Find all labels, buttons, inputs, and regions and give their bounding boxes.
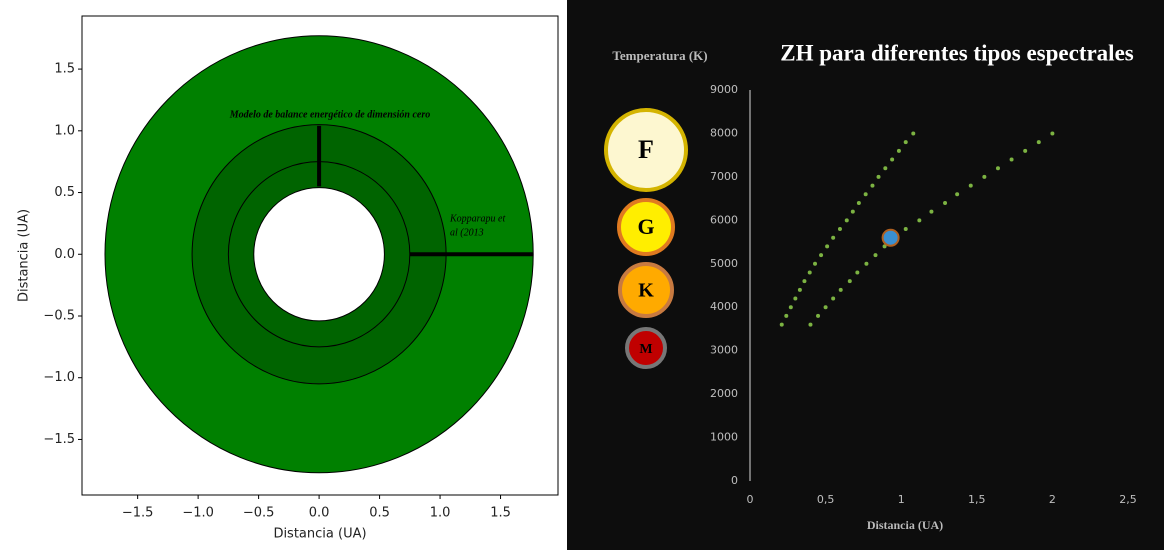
y-tick-label: 1.5	[54, 62, 75, 77]
annotation: al (2013	[450, 227, 484, 238]
point	[780, 323, 784, 327]
point	[813, 262, 817, 266]
point	[897, 149, 901, 153]
x-tick-label: 2	[1049, 493, 1056, 506]
x-tick-label: 0	[747, 493, 754, 506]
x-axis-label: Distancia (UA)	[867, 518, 943, 532]
point	[877, 175, 881, 179]
point	[798, 288, 802, 292]
chart-title: ZH para diferentes tipos espectrales	[780, 40, 1134, 65]
y-tick-label: 7000	[710, 170, 738, 183]
point	[969, 184, 973, 188]
x-tick-label: 2,5	[1119, 493, 1137, 506]
point	[831, 236, 835, 240]
y-tick-label: 8000	[710, 126, 738, 139]
x-tick-label: 1,5	[968, 493, 986, 506]
annotation: Kopparapu et	[449, 213, 506, 224]
y-tick-label: 1.0	[54, 123, 75, 138]
point	[838, 227, 842, 231]
point	[819, 253, 823, 257]
point	[784, 314, 788, 318]
point	[789, 305, 793, 309]
point	[802, 279, 806, 283]
point	[911, 131, 915, 135]
y-tick-label: 3000	[710, 344, 738, 357]
point	[855, 270, 859, 274]
y-axis-label: Distancia (UA)	[17, 209, 32, 302]
point	[825, 244, 829, 248]
point	[839, 288, 843, 292]
y-tick-label: 4000	[710, 300, 738, 313]
point	[873, 253, 877, 257]
y-tick-label: 0	[731, 474, 738, 487]
point	[845, 218, 849, 222]
x-tick-label: 0.0	[309, 506, 330, 521]
x-tick-label: 0.5	[369, 506, 390, 521]
y-tick-label: −1.0	[43, 370, 75, 385]
earth-marker	[883, 230, 899, 246]
point	[996, 166, 1000, 170]
point	[1023, 149, 1027, 153]
point	[816, 314, 820, 318]
point	[870, 184, 874, 188]
y-tick-label: −1.5	[43, 432, 75, 447]
x-tick-label: −1.5	[122, 506, 154, 521]
point	[904, 140, 908, 144]
x-tick-label: 1.5	[490, 506, 511, 521]
ring	[254, 188, 385, 321]
point	[1037, 140, 1041, 144]
point	[943, 201, 947, 205]
point	[851, 210, 855, 214]
annotation: Modelo de balance energético de dimensió…	[229, 109, 431, 120]
x-tick-label: 1.0	[430, 506, 451, 521]
page: Modelo de balance energético de dimensió…	[0, 0, 1164, 550]
star-label: M	[639, 342, 652, 357]
star-label: K	[638, 280, 654, 302]
x-axis-label: Distancia (UA)	[273, 527, 366, 542]
x-tick-label: −0.5	[243, 506, 275, 521]
point	[831, 297, 835, 301]
y-tick-label: −0.5	[43, 308, 75, 323]
point	[883, 166, 887, 170]
point	[982, 175, 986, 179]
point	[808, 323, 812, 327]
point	[890, 158, 894, 162]
x-tick-label: −1.0	[182, 506, 214, 521]
y-tick-label: 1000	[710, 431, 738, 444]
point	[1010, 158, 1014, 162]
y-tick-label: 2000	[710, 387, 738, 400]
point	[864, 262, 868, 266]
x-tick-label: 1	[898, 493, 905, 506]
y-tick-label: 9000	[710, 83, 738, 96]
x-tick-label: 0,5	[817, 493, 835, 506]
point	[1050, 131, 1054, 135]
star-label: F	[638, 135, 654, 164]
y-tick-label: 5000	[710, 257, 738, 270]
point	[848, 279, 852, 283]
y-tick-label: 0.0	[54, 247, 75, 262]
point	[793, 297, 797, 301]
point	[917, 218, 921, 222]
y-tick-label: 6000	[710, 213, 738, 226]
y-axis-label: Temperatura (K)	[612, 48, 707, 63]
point	[864, 192, 868, 196]
point	[955, 192, 959, 196]
point	[857, 201, 861, 205]
point	[929, 210, 933, 214]
point	[904, 227, 908, 231]
point	[808, 270, 812, 274]
point	[824, 305, 828, 309]
star-label: G	[637, 214, 654, 239]
y-tick-label: 0.5	[54, 185, 75, 200]
